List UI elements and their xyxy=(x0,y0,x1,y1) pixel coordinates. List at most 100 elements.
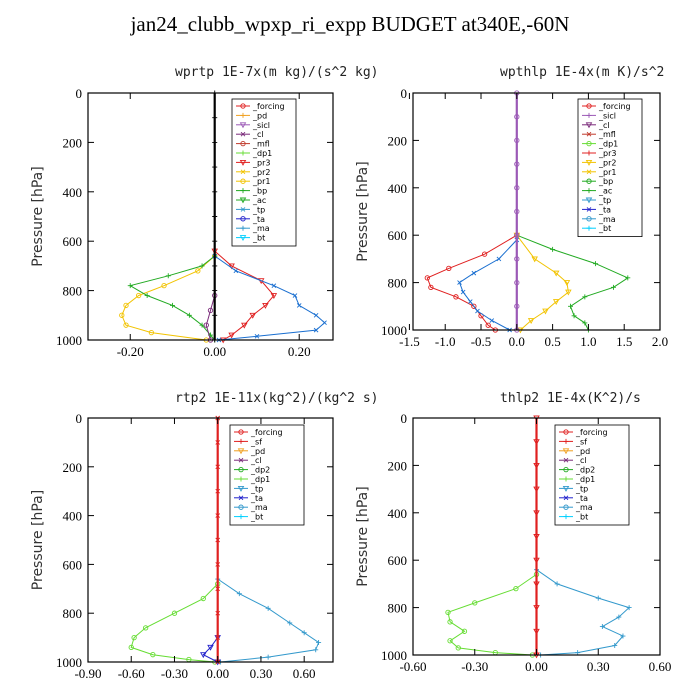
legend-label: _bp xyxy=(252,187,267,196)
chart-panel-3: rtp2 1E-11x(kg^2)/(kg^2 s) Pressure [hPa]… xyxy=(30,391,379,681)
legend-marker xyxy=(239,197,247,204)
panel-title: rtp2 1E-11x(kg^2)/(kg^2 s) xyxy=(175,391,379,406)
data-point xyxy=(475,308,480,314)
data-point xyxy=(186,312,192,318)
series-line-dp1 xyxy=(447,573,537,656)
legend-box xyxy=(231,98,297,247)
data-point xyxy=(531,256,538,263)
x-tick-label: 0.00 xyxy=(525,659,548,674)
legend-marker xyxy=(562,485,570,492)
data-point xyxy=(254,333,260,339)
data-point xyxy=(481,251,488,257)
legend-marker xyxy=(238,429,244,435)
y-tick-label: 600 xyxy=(63,234,83,249)
x-tick-label: 2.0 xyxy=(652,334,668,349)
data-point xyxy=(207,307,214,314)
data-point xyxy=(212,263,218,269)
series-line-dp1 xyxy=(426,234,518,331)
legend-marker xyxy=(563,457,569,463)
data-point xyxy=(568,303,574,309)
data-point xyxy=(533,605,540,612)
data-point xyxy=(123,302,129,309)
legend-label: _ac xyxy=(252,196,266,205)
data-point xyxy=(514,303,520,309)
data-point xyxy=(313,647,319,653)
x-tick-label: 1.5 xyxy=(616,334,632,349)
legend-marker xyxy=(240,207,246,212)
data-point xyxy=(144,293,150,299)
legend-marker xyxy=(240,178,246,184)
data-point xyxy=(533,581,540,588)
legend-label: _cl xyxy=(598,121,610,130)
data-point xyxy=(136,292,142,299)
legend-label: _mfl xyxy=(252,140,270,149)
data-point xyxy=(215,464,221,470)
data-point xyxy=(471,270,477,276)
data-point xyxy=(301,630,307,636)
data-point xyxy=(212,164,218,170)
data-point xyxy=(142,625,149,631)
legend-label: _pr3 xyxy=(598,149,616,158)
y-tick-label: 200 xyxy=(63,135,83,150)
data-point xyxy=(212,214,218,219)
y-tick-label: 800 xyxy=(388,601,408,616)
legend-marker xyxy=(585,159,593,166)
legend-marker xyxy=(240,216,246,222)
legend-marker xyxy=(240,112,246,118)
data-point xyxy=(489,318,495,323)
data-point xyxy=(215,586,221,592)
data-point xyxy=(265,654,271,660)
data-point xyxy=(455,645,461,651)
legend-marker xyxy=(563,504,569,510)
y-tick-label: 800 xyxy=(388,276,408,291)
data-point xyxy=(292,293,298,298)
x-tick-label: -0.5 xyxy=(471,334,492,349)
series-line-pr1 xyxy=(516,234,569,331)
x-tick-label: -0.20 xyxy=(117,344,144,359)
legend-marker xyxy=(586,150,592,156)
y-tick-label: 200 xyxy=(63,460,83,475)
y-tick-label: 400 xyxy=(388,506,408,521)
series-line-bp xyxy=(128,255,216,341)
legend-label: _forcing xyxy=(252,102,285,111)
y-tick-label: 1000 xyxy=(381,323,407,338)
legend-label: _dp2 xyxy=(250,466,270,475)
series-line-dp1 xyxy=(214,250,275,341)
legend-marker xyxy=(586,112,592,118)
legend-label: _pr2 xyxy=(598,158,616,167)
data-point xyxy=(212,189,218,195)
legend-label: _ma xyxy=(575,503,593,512)
legend-marker xyxy=(586,178,592,184)
legend-label: _ta xyxy=(598,205,611,214)
data-point xyxy=(199,263,205,269)
data-point xyxy=(150,652,156,658)
x-tick-label: 0.60 xyxy=(293,666,316,681)
legend-label: _dp1 xyxy=(250,475,270,484)
legend-label: _mfl xyxy=(598,130,616,139)
legend-marker xyxy=(563,466,569,473)
data-point xyxy=(215,513,221,518)
x-tick-label: 0.30 xyxy=(250,666,273,681)
legend-marker xyxy=(240,140,246,147)
series-line-tp xyxy=(214,255,326,341)
data-point xyxy=(582,320,588,326)
x-tick-label: 0.5 xyxy=(544,334,560,349)
legend: _forcing_sf_pd_cl_dp2_dp1_tp_ta_ma_bt xyxy=(229,424,305,526)
plot-frame xyxy=(87,92,334,341)
data-point xyxy=(595,595,601,601)
legend-marker xyxy=(238,476,244,482)
y-tick-label: 1000 xyxy=(381,648,407,663)
legend-label: _cl xyxy=(250,456,262,465)
y-tick-label: 800 xyxy=(63,606,83,621)
data-point xyxy=(550,246,556,252)
data-point xyxy=(128,644,134,651)
data-point xyxy=(203,322,209,328)
legend-marker xyxy=(237,485,245,492)
legend-marker xyxy=(563,495,569,501)
legend-label: _pd xyxy=(250,447,265,456)
data-point xyxy=(582,294,588,300)
data-point xyxy=(262,302,269,309)
data-point xyxy=(533,534,540,540)
legend-marker xyxy=(586,207,592,212)
y-tick-label: 400 xyxy=(63,509,83,524)
